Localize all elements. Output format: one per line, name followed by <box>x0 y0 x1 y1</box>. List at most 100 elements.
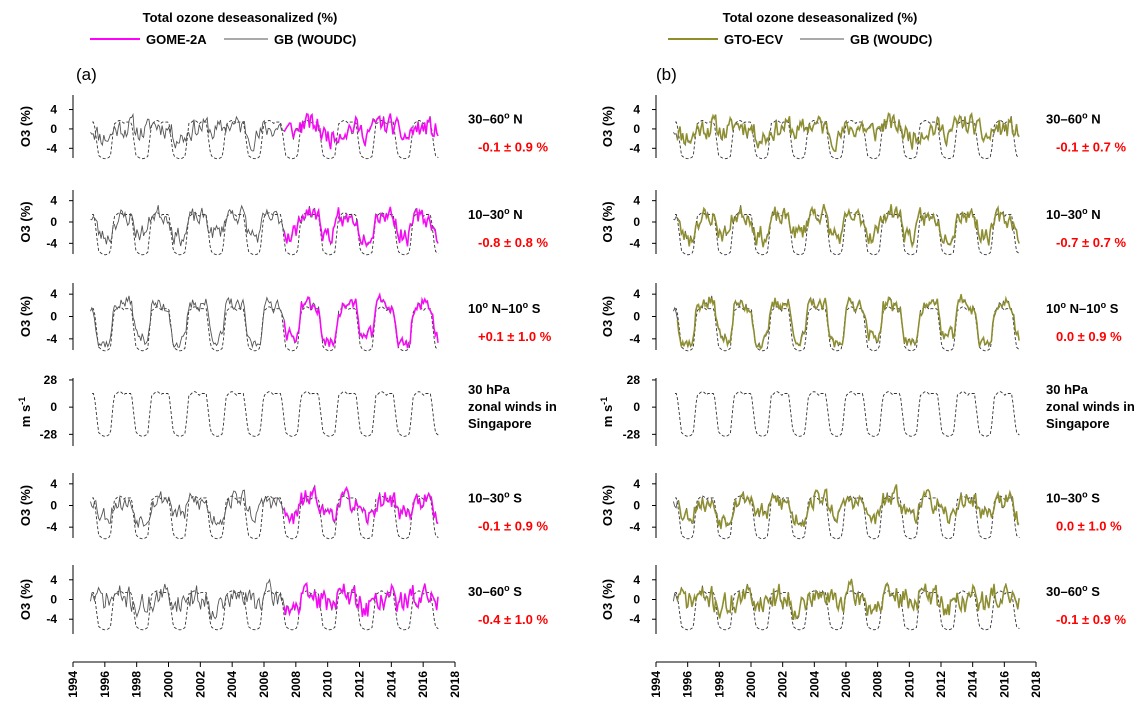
region-label-text: N–10 <box>488 301 523 316</box>
y-tick-label: 0 <box>50 593 57 607</box>
trend-label: -0.1 ± 0.9 % <box>1056 612 1126 627</box>
ground-based-series <box>90 112 439 152</box>
x-tick-label: 2016 <box>416 671 430 698</box>
trend-label: -0.1 ± 0.7 % <box>1056 139 1126 154</box>
qbo-dashed-line <box>92 212 439 256</box>
wind-label-line-2: zonal winds in <box>468 399 557 414</box>
y-tick-label: -4 <box>629 236 640 250</box>
x-tick-label: 1994 <box>649 671 663 698</box>
chart-title: Total ozone deseasonalized (%) <box>143 10 338 25</box>
y-tick-label: 28 <box>627 373 641 387</box>
x-tick-label: 1996 <box>98 671 112 698</box>
satellite-series <box>676 203 1020 249</box>
satellite-series <box>283 581 439 618</box>
region-label-text: S <box>528 301 541 316</box>
region-label-superscript: o <box>504 489 510 499</box>
y-axis-label-superscript: -1 <box>599 397 609 405</box>
y-tick-label: 4 <box>633 573 640 587</box>
y-tick-label: 4 <box>50 573 57 587</box>
y-axis-label: m s-1 <box>17 397 33 427</box>
row-1: 4 0 -4 O3 (%) 10–30o N -0.8 ± 0.8 % <box>18 190 548 256</box>
y-tick-label: 4 <box>633 287 640 301</box>
y-tick-label: 4 <box>50 287 57 301</box>
qbo-dashed-line <box>675 495 1020 540</box>
y-axis-label: O3 (%) <box>18 106 33 147</box>
chart-panel-a: Total ozone deseasonalized (%) GOME-2A GB … <box>17 10 557 698</box>
region-label-superscript: o <box>1082 583 1088 593</box>
y-tick-label: -4 <box>46 520 57 534</box>
legend-label-ground: GB (WOUDC) <box>274 32 356 47</box>
y-tick-label: 0 <box>50 400 57 414</box>
x-tick-label: 2018 <box>448 671 462 698</box>
trend-label: -0.1 ± 0.9 % <box>478 139 548 154</box>
y-tick-label: 0 <box>633 122 640 136</box>
y-tick-label: -4 <box>629 520 640 534</box>
qbo-dashed-line <box>92 495 439 540</box>
row-5: 4 0 -4 O3 (%) 30–60o S -0.4 ± 1.0 % <box>18 565 548 634</box>
y-axis-label: O3 (%) <box>600 485 615 526</box>
region-label-superscript: o <box>482 300 488 310</box>
x-tick-label: 2010 <box>321 671 335 698</box>
y-tick-label: 4 <box>50 103 57 117</box>
qbo-dashed-line <box>92 590 439 631</box>
y-axis-label: O3 (%) <box>600 296 615 337</box>
region-label-text: 30–60 <box>1046 111 1082 126</box>
wind-label-line-3: Singapore <box>468 416 532 431</box>
wind-label-line-2: zonal winds in <box>1046 399 1135 414</box>
wind-label-line-3: Singapore <box>1046 416 1110 431</box>
region-label-text: N <box>510 111 523 126</box>
satellite-series <box>676 578 1020 621</box>
y-tick-label: 0 <box>50 215 57 229</box>
region-label-text: 10–30 <box>468 207 504 222</box>
qbo-dashed-line <box>92 306 439 352</box>
chart-panel-b: Total ozone deseasonalized (%) GTO-ECV GB … <box>599 10 1135 698</box>
ground-based-series <box>90 484 438 528</box>
y-tick-label: 4 <box>50 477 57 491</box>
y-tick-label: 0 <box>633 215 640 229</box>
region-label-text: 30–60 <box>1046 584 1082 599</box>
y-tick-label: 0 <box>50 310 57 324</box>
x-tick-label: 2002 <box>776 671 790 698</box>
y-tick-label: -4 <box>46 332 57 346</box>
region-label-text: N <box>510 207 523 222</box>
trend-label: -0.7 ± 0.7 % <box>1056 235 1126 250</box>
y-tick-label: -28 <box>40 427 58 441</box>
chart-title: Total ozone deseasonalized (%) <box>723 10 918 25</box>
legend-label-ground: GB (WOUDC) <box>850 32 932 47</box>
region-label-text: S <box>510 490 523 505</box>
qbo-dashed-line <box>92 391 439 437</box>
region-label-superscript: o <box>523 300 529 310</box>
region-label-superscript: o <box>504 583 510 593</box>
region-label-superscript: o <box>1082 489 1088 499</box>
y-axis-label-superscript: -1 <box>17 397 27 405</box>
trend-label: +0.1 ± 1.0 % <box>478 329 552 344</box>
qbo-dashed-line <box>675 590 1020 631</box>
x-tick-label: 2018 <box>1029 671 1043 698</box>
y-tick-label: 4 <box>633 194 640 208</box>
y-axis-label: O3 (%) <box>18 579 33 620</box>
y-tick-label: -4 <box>46 236 57 250</box>
y-tick-label: -4 <box>46 141 57 155</box>
row-4: 4 0 -4 O3 (%) 10–30o S 0.0 ± 1.0 % <box>600 473 1122 540</box>
region-label: 30–60o N <box>468 110 523 126</box>
x-tick-label: 2016 <box>997 671 1011 698</box>
row-2: 40-4O3 (%) 10o N–10o S0.0 ± 0.9 % <box>600 283 1122 352</box>
region-label: 10–30o N <box>1046 206 1101 222</box>
row-0: 4 0 -4 O3 (%) 30–60o N -0.1 ± 0.9 % <box>18 95 548 160</box>
region-label-text: S <box>1088 584 1101 599</box>
region-label-text: 30–60 <box>468 111 504 126</box>
region-label-text: 10–30 <box>1046 490 1082 505</box>
region-label: 10–30o S <box>1046 489 1100 505</box>
region-label-text: N–10 <box>1066 301 1101 316</box>
y-axis-label: O3 (%) <box>600 201 615 242</box>
y-tick-label: -4 <box>629 141 640 155</box>
x-tick-label: 2006 <box>839 671 853 698</box>
ground-based-series <box>90 204 439 247</box>
region-label-text: S <box>1088 490 1101 505</box>
y-tick-label: 4 <box>633 477 640 491</box>
x-tick-label: 1994 <box>66 671 80 698</box>
y-tick-label: 0 <box>50 499 57 513</box>
row-0: 4 0 -4 O3 (%) 30–60o N -0.1 ± 0.7 % <box>600 95 1126 160</box>
x-tick-label: 1996 <box>681 671 695 698</box>
y-tick-label: 0 <box>633 400 640 414</box>
